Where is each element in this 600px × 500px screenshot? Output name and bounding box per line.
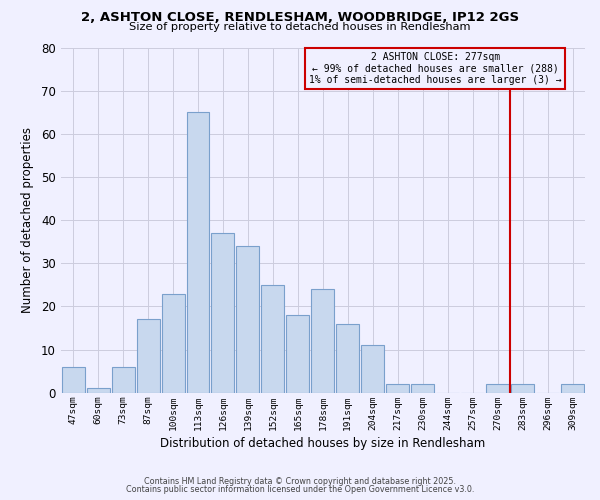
Bar xyxy=(386,384,409,393)
Bar xyxy=(286,315,310,393)
Text: Contains HM Land Registry data © Crown copyright and database right 2025.: Contains HM Land Registry data © Crown c… xyxy=(144,477,456,486)
Bar xyxy=(236,246,259,393)
Bar xyxy=(86,388,110,393)
Bar xyxy=(161,294,185,393)
Bar xyxy=(187,112,209,393)
Text: Size of property relative to detached houses in Rendlesham: Size of property relative to detached ho… xyxy=(129,22,471,32)
Bar xyxy=(62,367,85,393)
Bar xyxy=(211,233,235,393)
Text: Contains public sector information licensed under the Open Government Licence v3: Contains public sector information licen… xyxy=(126,485,474,494)
Bar xyxy=(337,324,359,393)
Bar xyxy=(361,346,384,393)
Text: 2 ASHTON CLOSE: 277sqm
← 99% of detached houses are smaller (288)
1% of semi-det: 2 ASHTON CLOSE: 277sqm ← 99% of detached… xyxy=(309,52,562,85)
Bar xyxy=(262,285,284,393)
Bar xyxy=(112,367,134,393)
Bar xyxy=(486,384,509,393)
Bar xyxy=(311,289,334,393)
Bar xyxy=(137,320,160,393)
Bar xyxy=(561,384,584,393)
Y-axis label: Number of detached properties: Number of detached properties xyxy=(21,127,34,313)
Bar xyxy=(411,384,434,393)
Bar xyxy=(511,384,534,393)
X-axis label: Distribution of detached houses by size in Rendlesham: Distribution of detached houses by size … xyxy=(160,437,485,450)
Text: 2, ASHTON CLOSE, RENDLESHAM, WOODBRIDGE, IP12 2GS: 2, ASHTON CLOSE, RENDLESHAM, WOODBRIDGE,… xyxy=(81,11,519,24)
